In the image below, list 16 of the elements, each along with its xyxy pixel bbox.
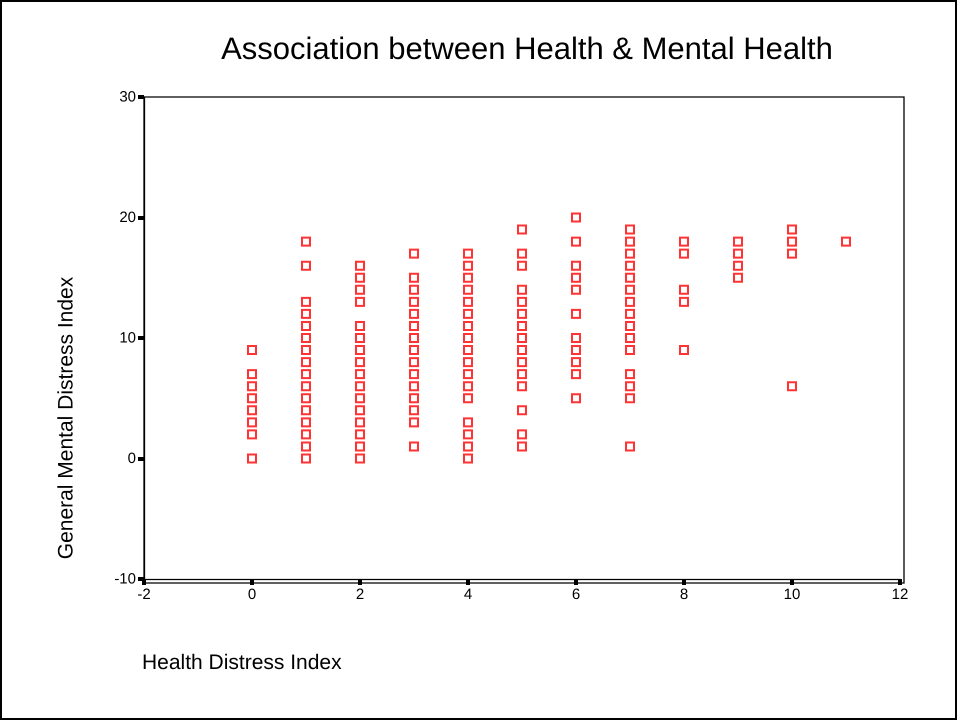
y-tick-label: 0 bbox=[128, 450, 136, 467]
x-tick-label: -2 bbox=[137, 586, 151, 603]
x-tick-label: 8 bbox=[680, 586, 688, 603]
x-tick-label: 0 bbox=[248, 586, 256, 603]
chart-title: Association between Health & Mental Health bbox=[221, 31, 833, 66]
x-tick-label: 4 bbox=[464, 586, 472, 603]
y-tick-label: 30 bbox=[119, 88, 136, 106]
x-tick-label: 10 bbox=[784, 586, 800, 603]
y-axis-title: General Mental Distress Index bbox=[54, 276, 78, 560]
y-tick-label: 20 bbox=[119, 209, 136, 226]
x-tick-label: 12 bbox=[892, 586, 908, 603]
x-tick-label: 6 bbox=[572, 586, 580, 603]
y-tick-label: 10 bbox=[119, 330, 136, 346]
x-axis-title: Health Distress Index bbox=[142, 651, 342, 674]
y-tick-label: -10 bbox=[114, 570, 136, 588]
x-tick-label: 2 bbox=[356, 586, 364, 603]
